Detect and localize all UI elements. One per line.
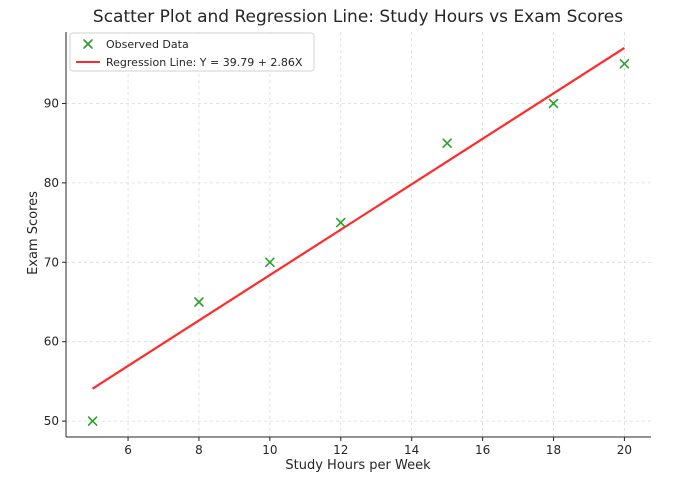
y-tick-label-90: 90 [44, 96, 59, 110]
x-tick-label-12: 12 [333, 443, 348, 457]
x-tick-label-20: 20 [617, 443, 632, 457]
chart-title: Scatter Plot and Regression Line: Study … [93, 7, 623, 27]
legend-frame [69, 32, 315, 72]
x-axis-label: Study Hours per Week [285, 458, 431, 473]
legend-marker-observed-data [83, 39, 93, 49]
data-point-0-stroke-b [87, 416, 98, 426]
y-axis-ticks: 50 60 70 80 90 [44, 96, 66, 428]
data-point-2-stroke-b [265, 257, 275, 268]
data-point-3-stroke-b [335, 217, 346, 228]
data-point-4-stroke-b [442, 138, 452, 148]
legend-label-observed-data: Observed Data [106, 38, 189, 51]
x-tick-label-6: 6 [124, 443, 132, 457]
data-point-3 [335, 217, 346, 228]
data-point-2 [265, 257, 275, 268]
y-tick-label-60: 60 [44, 335, 59, 349]
regression-line [91, 47, 626, 390]
y-tick-label-50: 50 [44, 414, 59, 428]
data-point-5-stroke-b [548, 98, 559, 109]
y-tick-label-70: 70 [44, 255, 59, 269]
y-axis-label: Exam Scores [26, 191, 41, 275]
data-point-6 [619, 58, 630, 69]
data-point-5 [548, 98, 559, 109]
data-point-1 [194, 297, 204, 307]
x-tick-label-16: 16 [475, 443, 490, 457]
x-tick-label-18: 18 [546, 443, 561, 457]
data-point-0 [87, 416, 98, 426]
x-tick-label-10: 10 [262, 443, 277, 457]
x-tick-label-8: 8 [195, 443, 203, 457]
series-layer [87, 47, 630, 426]
legend: Observed Data Regression Line: Y = 39.79… [69, 32, 315, 72]
data-point-1-stroke-b [194, 297, 204, 307]
y-tick-label-80: 80 [44, 176, 59, 190]
data-point-6-stroke-b [619, 58, 630, 69]
x-axis-ticks: 6 8 10 12 14 16 18 20 [124, 437, 632, 457]
x-tick-label-14: 14 [404, 443, 419, 457]
legend-label-regression-line: Regression Line: Y = 39.79 + 2.86X [106, 56, 303, 69]
legend-x-marker [83, 39, 93, 49]
legend-x-marker-stroke-b [83, 39, 93, 49]
data-point-4 [442, 138, 452, 148]
